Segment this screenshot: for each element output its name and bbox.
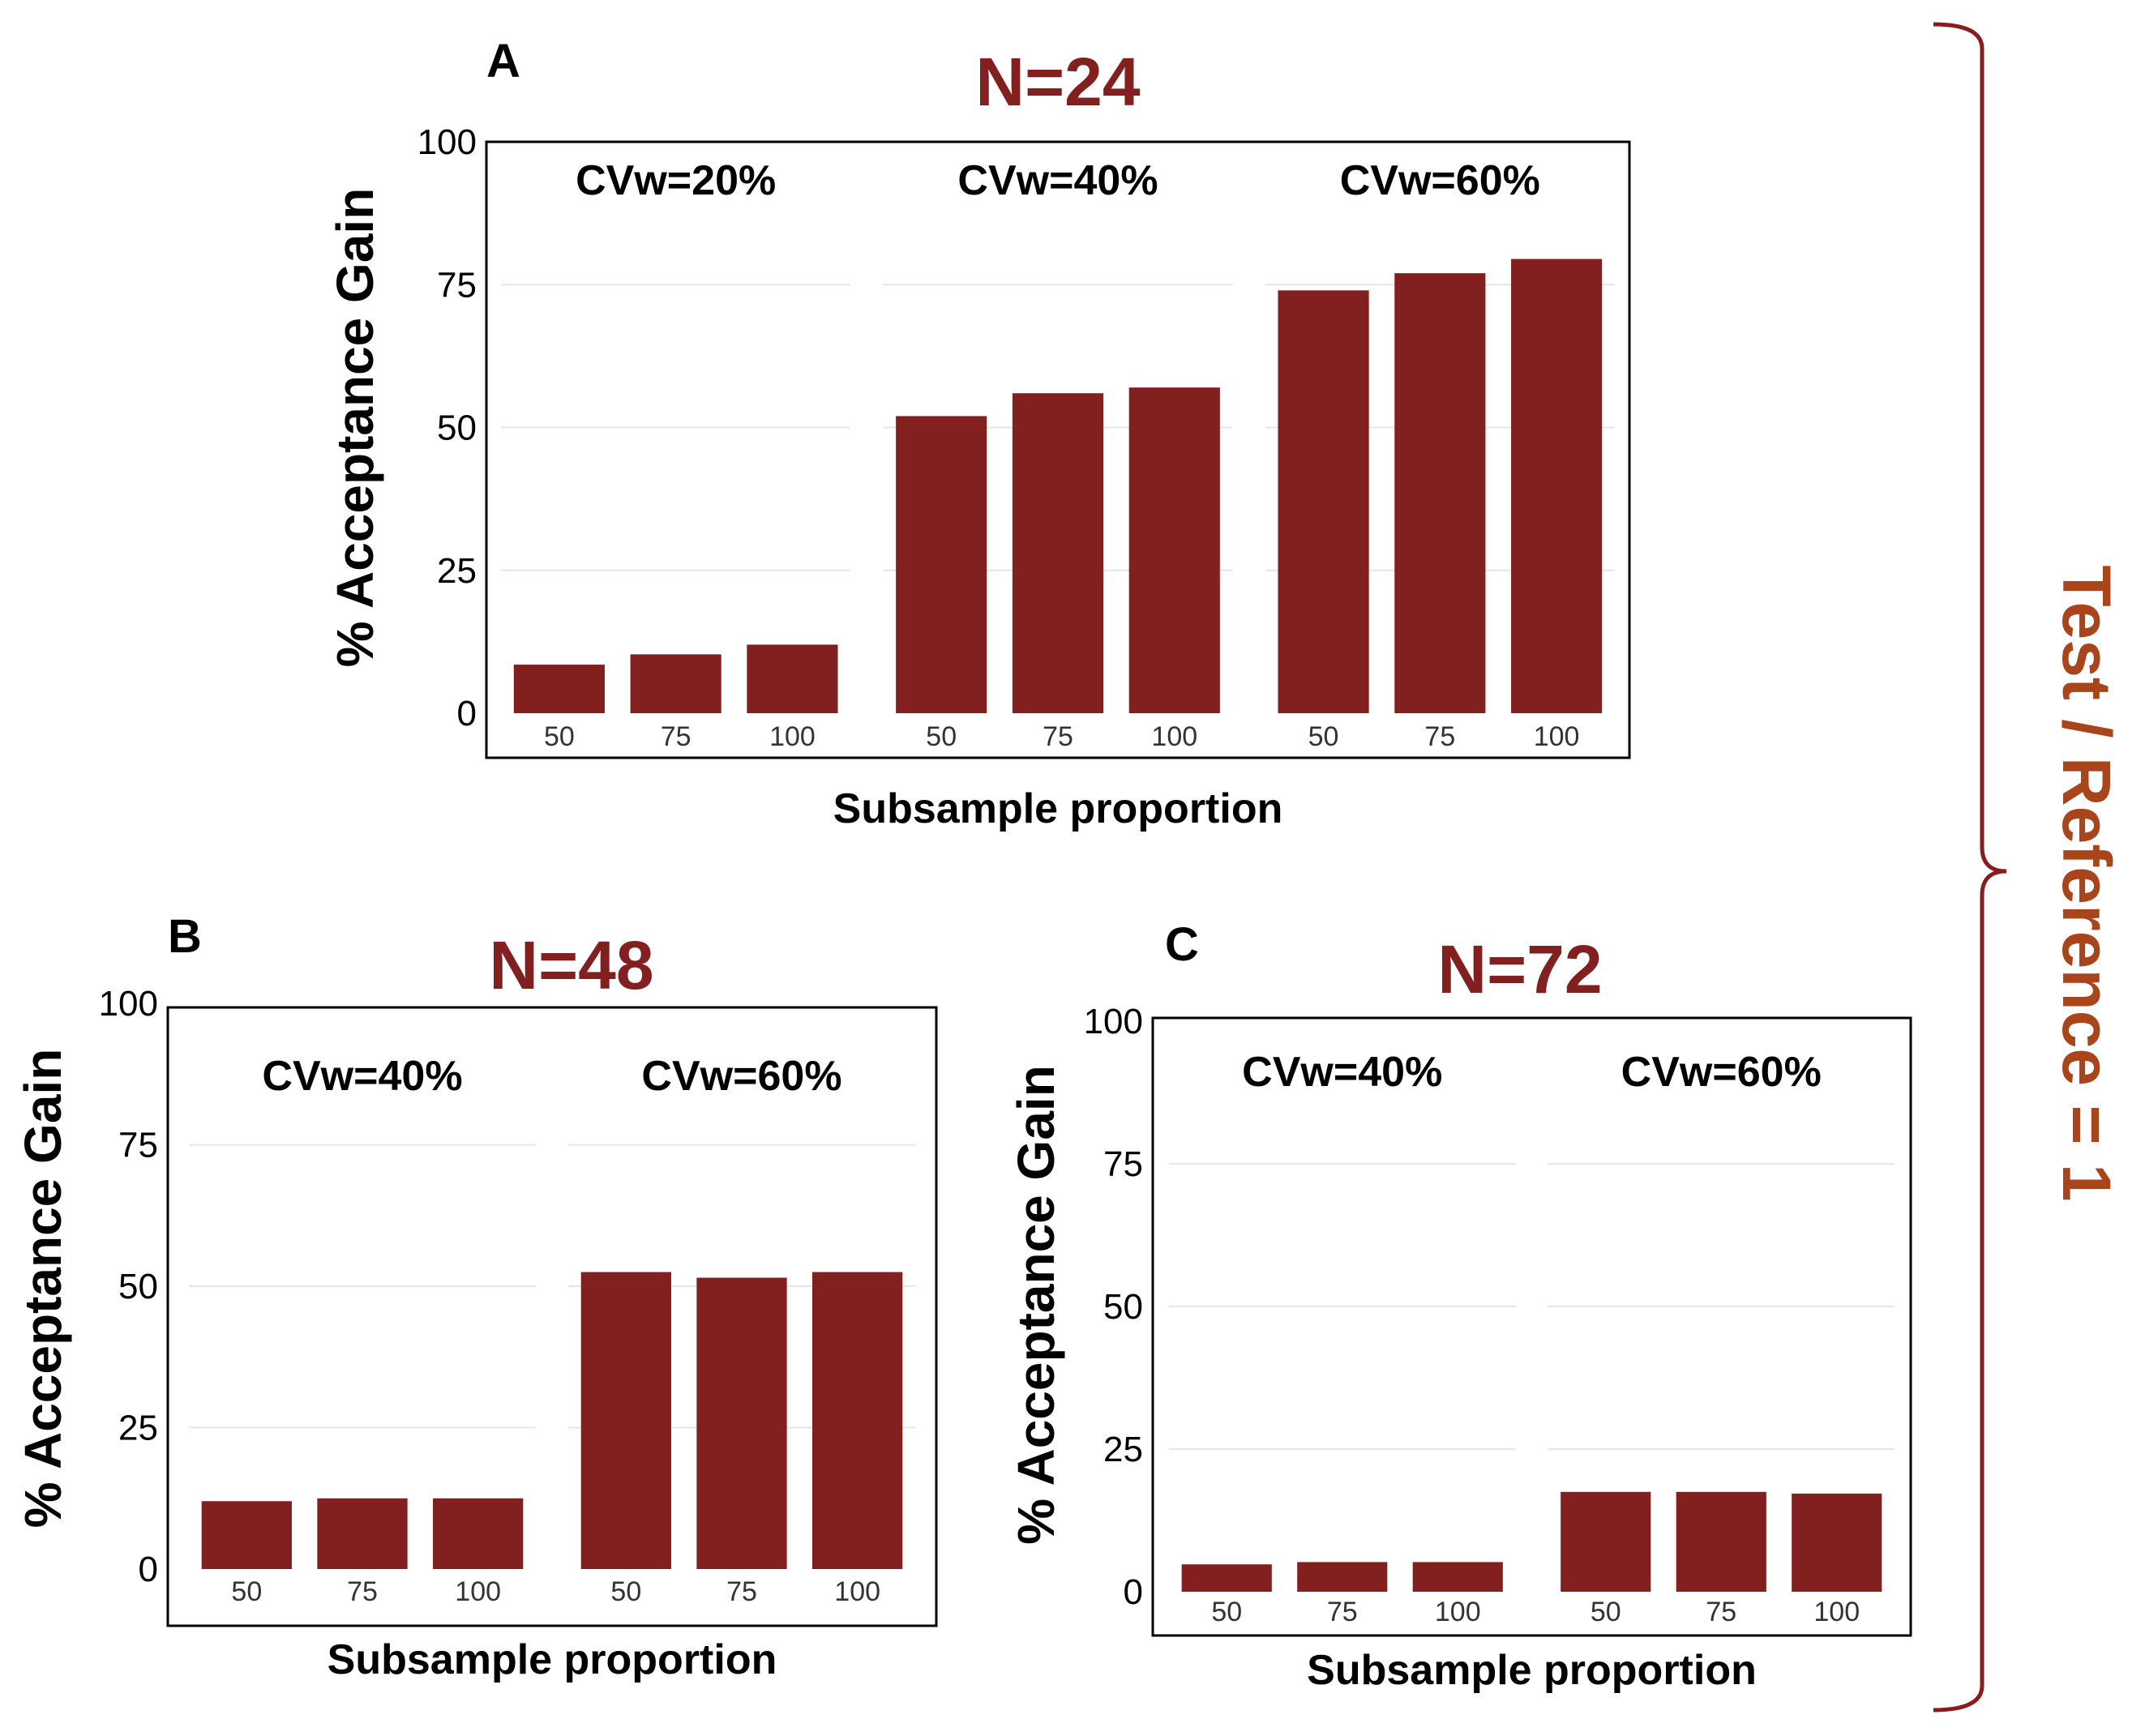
facet-0: CVw=40% 50 75 100 [1169,1049,1516,1627]
panel-letter: A [486,35,520,88]
x-tick-label: 75 [1043,721,1073,752]
y-tick-label: 50 [1103,1287,1143,1327]
x-tick-label: 75 [726,1576,757,1607]
y-tick-label: 50 [118,1267,158,1306]
y-tick-label: 25 [1103,1430,1143,1469]
y-tick-label: 75 [437,265,477,305]
x-axis-label: Subsample proportion [328,1636,777,1683]
x-tick-label: 100 [1813,1597,1860,1627]
bar [1394,273,1486,713]
plot-frame [166,1006,938,1627]
bar [1181,1564,1272,1592]
facet-0: CVw=20% 50 75 100 [501,157,851,752]
plot-frame [1151,1016,1912,1637]
chart-panel-b: B N=48 0 25 50 75 100 % Acceptance Gain Subsampl… [14,910,938,1683]
x-axis-label: Subsample proportion [1307,1647,1757,1694]
chart-title: N=24 [975,44,1140,120]
bar [580,1272,671,1569]
bar [1561,1491,1651,1592]
bar [812,1272,903,1569]
facet-label: CVw=40% [957,157,1158,204]
x-tick-label: 100 [1435,1597,1481,1627]
x-tick-label: 100 [769,721,816,752]
bar [433,1498,524,1569]
bar [201,1501,292,1569]
bar [1278,290,1369,713]
brace-label: Test / Reference = 1 [2049,565,2125,1201]
facet-0: CVw=40% 50 75 100 [189,1053,536,1607]
bar [1297,1562,1388,1592]
x-tick-label: 100 [1534,721,1580,752]
bar [1511,259,1603,713]
bar [1676,1491,1766,1592]
facet-label: CVw=40% [1242,1049,1442,1096]
panel-letter: C [1165,918,1199,971]
y-tick-label: 75 [1103,1144,1143,1184]
facet-label: CVw=40% [262,1053,462,1100]
facet-label: CVw=60% [641,1053,841,1100]
x-tick-label: 50 [231,1576,262,1607]
facet-2: CVw=60% 50 75 100 [1265,157,1615,752]
facet-1: CVw=40% 50 75 100 [883,157,1233,752]
facet-1: CVw=60% 50 75 100 [568,1053,915,1607]
y-tick-label: 25 [437,551,477,591]
plot-frame [485,140,1631,759]
x-tick-label: 50 [1308,721,1339,752]
x-tick-label: 50 [610,1576,641,1607]
chart-panel-c: C N=72 0 25 50 75 100 % Acceptance Gain Subsampl… [1007,918,1912,1694]
x-tick-label: 75 [1424,721,1455,752]
y-tick-label: 100 [417,122,477,162]
y-axis-label: % Acceptance Gain [14,1049,72,1529]
panel-letter: B [168,910,202,963]
x-tick-label: 50 [1211,1597,1242,1627]
x-tick-label: 75 [1327,1597,1358,1627]
y-tick-label: 100 [99,984,158,1024]
y-tick-label: 50 [437,408,477,448]
right-brace [1933,22,2007,1712]
chart-title: N=72 [1437,931,1602,1007]
facet-1: CVw=60% 50 75 100 [1548,1049,1895,1627]
x-tick-label: 75 [1706,1597,1736,1627]
y-tick-label: 0 [457,694,477,733]
bar [630,654,721,713]
facet-label: CVw=60% [1340,157,1540,204]
bar [1128,387,1220,713]
y-tick-label: 0 [1124,1572,1143,1612]
x-tick-label: 100 [455,1576,501,1607]
bar [1412,1562,1503,1592]
facet-label: CVw=20% [576,157,776,204]
y-tick-label: 0 [139,1550,158,1589]
x-tick-label: 100 [834,1576,880,1607]
x-tick-label: 50 [544,721,575,752]
y-tick-label: 25 [118,1409,158,1448]
x-tick-label: 50 [926,721,957,752]
x-tick-label: 50 [1591,1597,1621,1627]
bar [317,1498,408,1569]
bar [896,416,987,713]
chart-panel-a: A N=24 0 25 50 75 100 % Acceptance Gain Subsampl… [326,35,1631,832]
bar [1792,1493,1882,1592]
x-tick-label: 75 [661,721,691,752]
y-tick-label: 100 [1084,1002,1143,1041]
y-tick-label: 75 [118,1126,158,1165]
bar [696,1277,787,1569]
bar [747,644,838,713]
y-axis-label: % Acceptance Gain [326,188,384,668]
y-axis-label: % Acceptance Gain [1007,1065,1065,1545]
x-tick-label: 100 [1151,721,1197,752]
chart-title: N=48 [489,927,653,1003]
bar [513,665,605,713]
x-tick-label: 75 [347,1576,378,1607]
bar [1012,393,1104,713]
charts-group: A N=24 0 25 50 75 100 % Acceptance Gain Subsampl… [14,35,1912,1694]
x-axis-label: Subsample proportion [833,785,1283,832]
facet-label: CVw=60% [1621,1049,1822,1096]
